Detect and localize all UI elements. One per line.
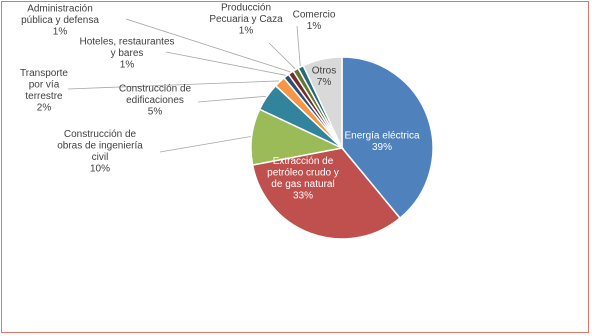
slice-label-line: Otros (312, 65, 336, 76)
slice-label-line: Construcción de (64, 129, 137, 140)
slice-label-line: civil (92, 152, 109, 163)
slice-percent: 5% (148, 107, 163, 118)
slice-label-hoteles-restaurantes-y-bares: Hoteles, restaurantes y bares 1% (79, 37, 174, 71)
slice-label-line: Transporte (20, 68, 68, 79)
leader-line-administracion-publica-y-defensa (125, 18, 291, 73)
slice-label-line: y bares (111, 48, 144, 59)
slice-label-produccion-pecuaria-y-caza: Producción Pecuaria y Caza 1% (209, 3, 283, 37)
slice-label-comercio: Comercio 1% (293, 9, 336, 32)
slice-label-otros: Otros 7% (312, 65, 336, 88)
slice-label-line: Producción (221, 3, 271, 14)
slice-label-line: Pecuaria y Caza (209, 14, 283, 25)
slice-label-line: Comercio (293, 9, 336, 20)
pie-slice-otros (302, 56, 343, 149)
slice-label-line: obras de ingeniería (57, 140, 143, 151)
slice-percent: 1% (307, 21, 322, 32)
slice-percent: 1% (239, 26, 254, 37)
slice-label-line: terrestre (25, 91, 63, 102)
slice-label-line: Hoteles, restaurantes (79, 37, 174, 48)
slice-label-line: por vía (29, 79, 60, 90)
leader-line-construccion-de-edificaciones (197, 95, 266, 103)
slice-label-line: Construcción de (119, 84, 192, 95)
leader-line-comercio (296, 25, 301, 67)
leader-line-produccion-pecuaria-y-caza (268, 42, 296, 70)
slice-percent: 1% (120, 60, 135, 71)
slice-percent: 10% (90, 163, 110, 174)
slice-label-extraccion-de-petroleo-crudo-y-de-gas-natural: Extracción de petróleo crudo y de gas natu… (267, 156, 339, 202)
leader-line-construccion-de-obras-de-ingenieria-civil (159, 136, 251, 153)
slice-label-line: Administración (27, 4, 93, 15)
slice-label-line: petróleo crudo y (267, 167, 339, 178)
slice-percent: 7% (317, 77, 332, 88)
leader-line-transporte-por-via-terrestre (67, 80, 280, 90)
slice-label-line: Energía eléctrica (344, 130, 419, 141)
slice-label-line: Extracción de (273, 156, 334, 167)
slice-label-construccion-de-edificaciones: Construcción de edificaciones 5% (119, 84, 192, 118)
slice-label-construccion-de-obras-de-ingenieria-civil: Construcción de obras de ingeniería civil 1… (57, 129, 143, 175)
slice-percent: 39% (372, 142, 392, 153)
slice-label-line: edificaciones (126, 95, 184, 106)
slice-label-energia-electrica: Energía eléctrica 39% (344, 130, 419, 153)
slice-label-line: de gas natural (271, 179, 334, 190)
slice-label-administracion-publica-y-defensa: Administración pública y defensa 1% (21, 4, 99, 38)
slice-percent: 2% (37, 102, 52, 113)
slice-label-transporte-por-via-terrestre: Transporte por vía terrestre 2% (20, 68, 68, 114)
leader-line-hoteles-restaurantes-y-bares (165, 51, 286, 76)
slice-percent: 33% (293, 190, 313, 201)
slice-percent: 1% (53, 27, 68, 38)
slice-label-line: pública y defensa (21, 15, 99, 26)
pie-slice-energia-electrica (341, 56, 434, 220)
pie-slice-extraccion-de-petroleo-crudo-y-de-gas-natural (251, 147, 402, 240)
